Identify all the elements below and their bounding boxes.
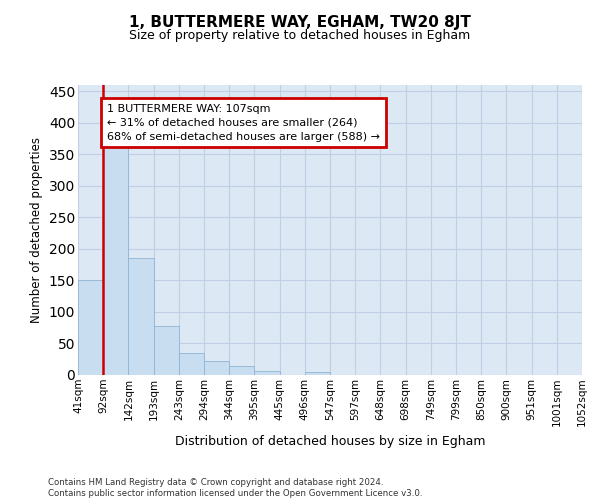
Bar [103,138,128,375]
Bar [305,372,330,375]
Text: Size of property relative to detached houses in Egham: Size of property relative to detached ho… [130,30,470,43]
Bar [128,258,154,375]
Y-axis label: Number of detached properties: Number of detached properties [30,137,43,323]
Bar [254,370,280,375]
Bar [154,326,179,375]
Bar [229,366,254,375]
Bar [204,360,229,375]
Text: Contains HM Land Registry data © Crown copyright and database right 2024.
Contai: Contains HM Land Registry data © Crown c… [48,478,422,498]
X-axis label: Distribution of detached houses by size in Egham: Distribution of detached houses by size … [175,434,485,448]
Text: 1, BUTTERMERE WAY, EGHAM, TW20 8JT: 1, BUTTERMERE WAY, EGHAM, TW20 8JT [129,15,471,30]
Text: 1 BUTTERMERE WAY: 107sqm
← 31% of detached houses are smaller (264)
68% of semi-: 1 BUTTERMERE WAY: 107sqm ← 31% of detach… [107,104,380,142]
Bar [78,280,103,375]
Bar [179,353,204,375]
